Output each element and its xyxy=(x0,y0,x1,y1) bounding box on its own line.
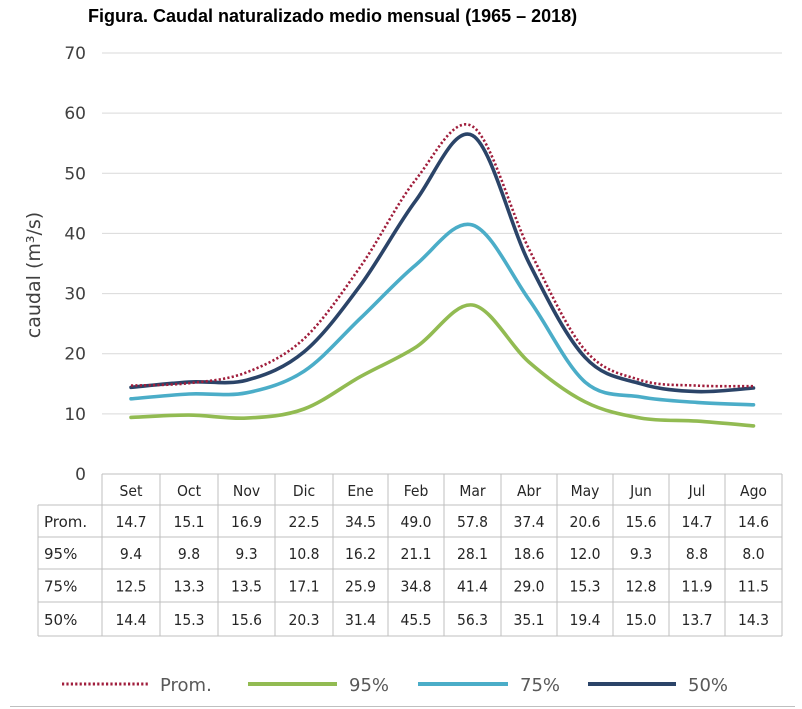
gridlines xyxy=(102,52,782,415)
data-label: 9.3 xyxy=(630,545,652,563)
y-tick-label: 50 xyxy=(64,164,86,184)
x-tick-label: Set xyxy=(120,482,143,500)
data-label: 45.5 xyxy=(400,611,431,629)
data-label: 20.3 xyxy=(288,611,319,629)
data-label: 15.6 xyxy=(231,611,262,629)
data-label: 19.4 xyxy=(569,611,600,629)
data-label: 17.1 xyxy=(288,578,319,596)
data-label: 11.5 xyxy=(738,578,769,596)
y-tick-label: 10 xyxy=(64,405,86,425)
x-tick-label: Ene xyxy=(347,482,373,500)
data-label: 11.9 xyxy=(681,578,712,596)
data-label: 49.0 xyxy=(400,513,431,531)
table-row-label: 50% xyxy=(44,611,77,629)
x-tick-label: Jun xyxy=(629,482,652,500)
table-row-label: Prom. xyxy=(44,513,87,531)
data-label: 41.4 xyxy=(457,578,488,596)
data-label: 15.6 xyxy=(625,513,656,531)
x-tick-label: Feb xyxy=(404,482,429,500)
y-axis-ticks: 0 10 20 30 40 50 60 70 xyxy=(64,44,86,485)
data-label: 14.3 xyxy=(738,611,769,629)
legend-label: 50% xyxy=(688,675,728,696)
data-label: 8.0 xyxy=(742,545,764,563)
data-label: 25.9 xyxy=(345,578,376,596)
data-label: 12.8 xyxy=(625,578,656,596)
data-table: Set Oct Nov Dic Ene Feb Mar Abr May Jun Jul Ago Prom… xyxy=(37,473,783,637)
data-label: 15.3 xyxy=(569,578,600,596)
data-label: 10.8 xyxy=(288,545,319,563)
data-label: 8.8 xyxy=(686,545,708,563)
series-line-75 xyxy=(129,222,756,407)
data-label: 56.3 xyxy=(457,611,488,629)
data-label: 13.3 xyxy=(173,578,204,596)
x-tick-label: Dic xyxy=(293,482,315,500)
chart-title: Figura. Caudal naturalizado medio mensua… xyxy=(88,6,578,26)
series-line-95 xyxy=(129,303,756,428)
legend: Prom. 95% 75% 50% xyxy=(62,675,728,696)
x-tick-label: May xyxy=(571,482,600,500)
x-tick-label: Abr xyxy=(517,482,541,500)
y-tick-label: 60 xyxy=(64,104,86,124)
data-label: 22.5 xyxy=(288,513,319,531)
x-tick-label: Mar xyxy=(459,482,486,500)
data-label: 16.2 xyxy=(345,545,376,563)
data-label: 14.4 xyxy=(115,611,146,629)
data-label: 57.8 xyxy=(457,513,488,531)
data-label: 37.4 xyxy=(513,513,544,531)
data-label: 12.5 xyxy=(115,578,146,596)
data-label: 18.6 xyxy=(513,545,544,563)
data-label: 15.3 xyxy=(173,611,204,629)
data-label: 35.1 xyxy=(513,611,544,629)
y-tick-label: 40 xyxy=(64,224,86,244)
y-tick-label: 30 xyxy=(64,285,86,305)
data-label: 15.1 xyxy=(173,513,204,531)
data-label: 34.8 xyxy=(400,578,431,596)
series-line-50 xyxy=(129,132,756,394)
series-line-prom xyxy=(130,123,754,388)
data-label: 13.5 xyxy=(231,578,262,596)
data-label: 21.1 xyxy=(400,545,431,563)
series-lines xyxy=(129,123,756,428)
x-tick-label: Oct xyxy=(177,482,202,500)
y-tick-label: 0 xyxy=(75,465,86,485)
y-tick-label: 70 xyxy=(64,44,86,64)
data-label: 14.6 xyxy=(738,513,769,531)
legend-label: 75% xyxy=(520,675,560,696)
data-label: 9.3 xyxy=(235,545,257,563)
x-tick-label: Jul xyxy=(688,482,706,500)
y-axis-label: caudal (m³/s) xyxy=(23,212,45,338)
x-tick-label: Ago xyxy=(740,482,767,500)
data-label: 15.0 xyxy=(625,611,656,629)
legend-label: Prom. xyxy=(160,675,212,696)
data-label: 34.5 xyxy=(345,513,376,531)
table-row-label: 75% xyxy=(44,578,77,596)
bottom-divider xyxy=(10,706,795,707)
data-label: 12.0 xyxy=(569,545,600,563)
x-tick-label: Nov xyxy=(233,482,260,500)
data-label: 9.4 xyxy=(120,545,142,563)
data-label: 16.9 xyxy=(231,513,262,531)
table-row-label: 95% xyxy=(44,545,77,563)
data-label: 9.8 xyxy=(178,545,200,563)
data-label: 13.7 xyxy=(681,611,712,629)
y-tick-label: 20 xyxy=(64,345,86,365)
data-label: 20.6 xyxy=(569,513,600,531)
data-label: 28.1 xyxy=(457,545,488,563)
data-label: 31.4 xyxy=(345,611,376,629)
data-label: 29.0 xyxy=(513,578,544,596)
legend-label: 95% xyxy=(349,675,389,696)
data-label: 14.7 xyxy=(681,513,712,531)
data-label: 14.7 xyxy=(115,513,146,531)
